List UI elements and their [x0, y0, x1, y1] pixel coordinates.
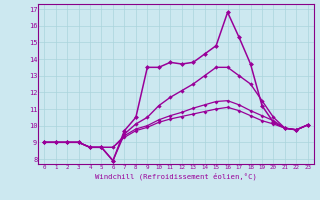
- X-axis label: Windchill (Refroidissement éolien,°C): Windchill (Refroidissement éolien,°C): [95, 172, 257, 180]
